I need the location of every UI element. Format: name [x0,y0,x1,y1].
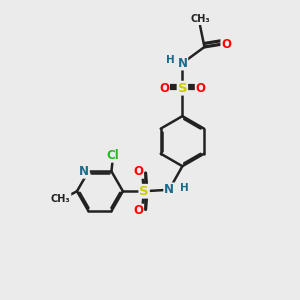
Text: N: N [79,165,89,178]
Text: N: N [177,57,188,70]
Text: O: O [133,165,143,178]
Text: CH₃: CH₃ [190,14,210,24]
Text: Cl: Cl [106,148,119,162]
Text: O: O [133,204,143,218]
Text: O: O [221,38,231,50]
Text: S: S [139,185,149,198]
Text: S: S [178,82,187,95]
Text: H: H [180,183,189,193]
Text: H: H [166,55,174,65]
Text: O: O [159,82,169,95]
Text: N: N [164,183,174,196]
Text: O: O [196,82,206,95]
Text: CH₃: CH₃ [51,194,70,204]
